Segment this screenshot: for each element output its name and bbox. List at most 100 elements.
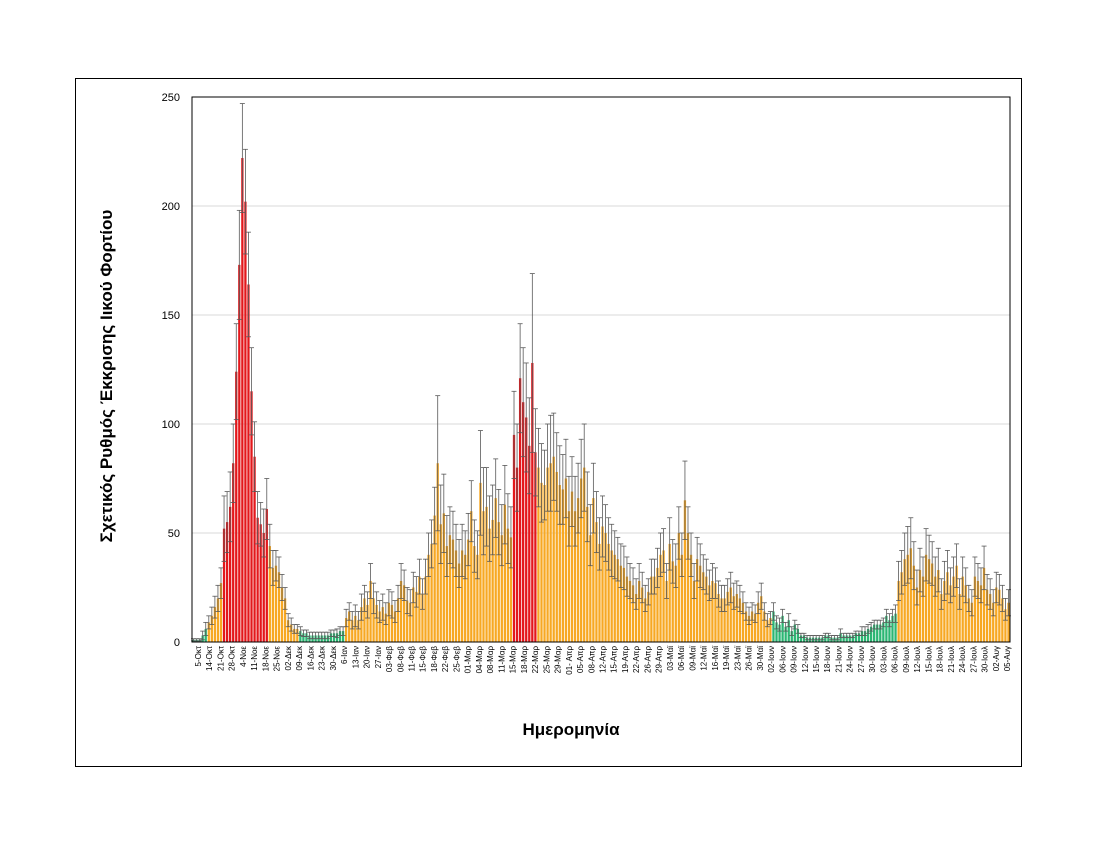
bar xyxy=(671,561,674,642)
bar xyxy=(293,628,296,642)
bar xyxy=(726,591,729,642)
gridlines xyxy=(192,205,1010,534)
x-tick-label: 15-Ιουν xyxy=(812,646,821,673)
bar xyxy=(219,583,223,642)
bar xyxy=(491,519,494,642)
x-tick-label: 22-Μαρ xyxy=(531,646,540,674)
bar xyxy=(753,613,757,642)
x-tick-label: 03-Ιουλ xyxy=(879,646,888,673)
x-tick-label: 09-Μαϊ xyxy=(688,646,697,671)
error-bars xyxy=(191,103,1011,642)
x-tick-label: 05-Αυγ xyxy=(1003,646,1012,671)
y-tick-label: 150 xyxy=(162,310,180,322)
x-tick-label: 08-Μαρ xyxy=(486,646,495,674)
bar xyxy=(708,585,711,642)
bar xyxy=(863,631,867,642)
bar xyxy=(958,594,961,642)
bar xyxy=(418,576,421,642)
x-tick-label: 25-Μαρ xyxy=(542,646,551,674)
bar xyxy=(946,572,949,642)
bar xyxy=(433,515,436,642)
bar xyxy=(546,467,549,642)
bar xyxy=(287,620,290,642)
bar xyxy=(799,635,803,642)
bar xyxy=(424,576,427,642)
bar xyxy=(897,580,900,642)
bar xyxy=(885,615,888,642)
bar xyxy=(790,631,793,642)
bar xyxy=(894,613,897,642)
bar xyxy=(229,506,232,642)
bar xyxy=(644,598,647,642)
bar xyxy=(522,402,525,642)
plot-area-border xyxy=(191,96,1011,643)
bar xyxy=(656,567,659,642)
bar xyxy=(329,633,333,642)
bar xyxy=(775,622,778,642)
bar xyxy=(653,576,656,642)
bar xyxy=(940,594,943,642)
x-tick-label: 27-Ιουν xyxy=(857,646,866,673)
bar xyxy=(924,554,928,642)
bar xyxy=(888,620,891,642)
bar xyxy=(384,613,387,642)
bar xyxy=(570,491,574,642)
bar xyxy=(705,576,708,642)
x-tick-label: 09-Ιουν xyxy=(790,646,799,673)
bar xyxy=(744,611,748,642)
bar xyxy=(406,600,409,642)
bars xyxy=(192,158,1010,642)
bar xyxy=(961,576,964,642)
bar xyxy=(723,598,726,642)
bar xyxy=(506,528,510,642)
x-tick-label: 13-Ιαν xyxy=(351,646,360,668)
y-tick-label: 50 xyxy=(168,528,180,540)
bar xyxy=(412,587,415,642)
bar xyxy=(949,585,952,642)
bar xyxy=(787,620,790,642)
bar xyxy=(692,580,696,642)
bar xyxy=(720,598,723,642)
bar xyxy=(439,524,442,642)
bar xyxy=(540,482,543,642)
bar xyxy=(567,511,571,642)
bar xyxy=(277,572,281,642)
bar xyxy=(583,467,586,642)
bar xyxy=(985,589,989,642)
bar xyxy=(372,598,375,642)
bar xyxy=(576,498,580,642)
x-tick-label: 12-Ιουν xyxy=(801,646,810,673)
bar xyxy=(931,563,934,642)
bar xyxy=(534,452,537,642)
x-tick-label: 20-Ιαν xyxy=(363,646,372,668)
bar xyxy=(256,517,259,642)
x-tick-label: 18-Ιουλ xyxy=(936,646,945,673)
bar xyxy=(290,624,293,642)
bar xyxy=(485,506,488,642)
bar xyxy=(537,467,540,642)
x-tick-label: 21-Ιουν xyxy=(834,646,843,673)
x-tick-label: 27-Ιαν xyxy=(374,646,383,668)
bar xyxy=(909,548,912,642)
x-tick-label: 18-Ιουν xyxy=(823,646,832,673)
x-tick-label: 15-Απρ xyxy=(610,646,619,673)
bar xyxy=(467,539,470,642)
bar xyxy=(879,624,882,642)
bar xyxy=(354,615,357,642)
bar xyxy=(338,631,342,642)
x-tick-label: 03-Φεβ xyxy=(385,646,394,673)
bar xyxy=(387,602,391,642)
x-tick-label: 09-Ιουλ xyxy=(902,646,911,673)
bar xyxy=(918,570,922,642)
bar xyxy=(595,522,598,642)
x-tick-label: 08-Απρ xyxy=(587,646,596,673)
bar xyxy=(848,635,851,642)
bar xyxy=(998,589,1001,642)
bar xyxy=(860,631,864,642)
bar xyxy=(592,498,595,642)
bar xyxy=(409,602,412,642)
bar xyxy=(866,628,870,642)
bar xyxy=(213,607,217,642)
bar xyxy=(436,463,439,642)
x-tick-label: 25-Νοε xyxy=(273,646,282,672)
